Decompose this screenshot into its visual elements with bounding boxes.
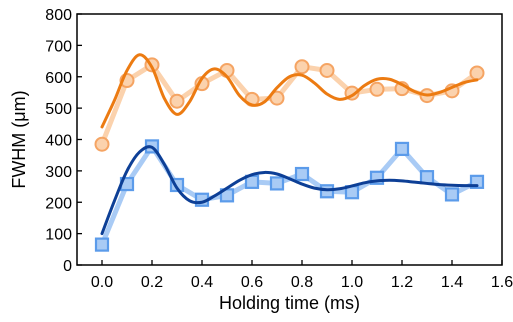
x-tick-label: 0.4: [191, 274, 213, 291]
series-2-square-point: [444, 187, 460, 202]
y-tick-label: 500: [45, 101, 72, 118]
series-3-fit: [100, 145, 479, 236]
y-tick-label: 400: [45, 133, 72, 150]
x-tick-label: 0.2: [141, 274, 163, 291]
series-2-square-point: [319, 184, 335, 199]
series-0-circle-point: [294, 59, 310, 75]
y-tick-label: 800: [45, 7, 72, 24]
series-layer: [94, 53, 485, 252]
x-tick-label: 0.8: [291, 274, 313, 291]
x-tick-label: 1.4: [441, 274, 463, 291]
series-0-circle-point: [94, 136, 110, 152]
series-2-data: [94, 139, 485, 252]
y-tick-label: 100: [45, 227, 72, 244]
y-tick-label: 700: [45, 38, 72, 55]
series-2-square-point: [419, 170, 435, 185]
series-2-square-point: [94, 237, 110, 252]
plot-frame: [76, 13, 503, 266]
series-0-circle-point: [369, 81, 385, 97]
y-tick-label: 0: [63, 258, 72, 275]
series-0-circle-point: [269, 90, 285, 106]
series-3-fit-curve: [100, 145, 479, 236]
y-tick-label: 600: [45, 70, 72, 87]
series-2-square-point: [269, 176, 285, 191]
series-2-connecting-line: [99, 143, 480, 248]
x-tick-label: 1.2: [391, 274, 413, 291]
y-axis-label: FWHM (μm): [9, 90, 29, 188]
series-0-circle-point: [319, 62, 335, 78]
x-tick-label: 1.6: [491, 274, 513, 291]
x-axis-label: Holding time (ms): [219, 293, 360, 313]
y-tick-label: 300: [45, 164, 72, 181]
series-2-square-point: [394, 141, 410, 157]
ticks-layer: 0.0 0.2 0.4 0.6 0.8 1.0 1.2 1.4 1.6 0 100 200 300 400…: [45, 7, 513, 291]
y-tick-label: 200: [45, 195, 72, 212]
series-1-fit: [100, 53, 479, 129]
x-tick-label: 1.0: [341, 274, 363, 291]
series-1-fit-curve: [100, 53, 479, 129]
x-tick-label: 0.6: [241, 274, 263, 291]
x-tick-label: 0.0: [91, 274, 113, 291]
series-0-circle-point: [169, 93, 185, 109]
series-0-circle-point: [469, 65, 485, 81]
series-2-square-point: [294, 166, 310, 182]
